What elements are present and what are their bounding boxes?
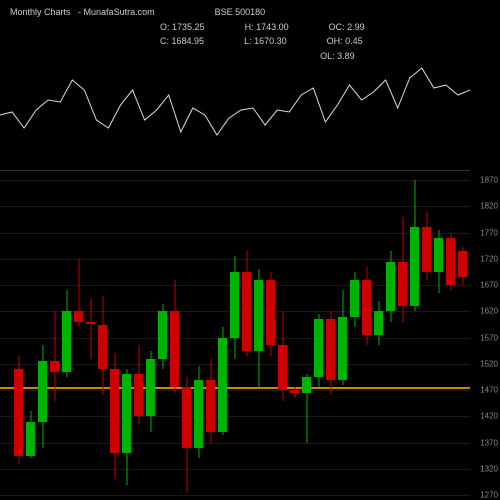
c-val: 1684.95	[172, 36, 205, 46]
oh-val: 0.45	[345, 36, 363, 46]
o-label: O:	[160, 22, 170, 32]
y-axis: 1870 1820 1770 1720 1670 1620 1570 1520 1470 1420…	[470, 175, 500, 495]
l-label: L:	[244, 36, 252, 46]
y-axis-label: 1520	[480, 359, 498, 368]
chart-top-border	[0, 170, 470, 171]
title-left: Monthly Charts	[10, 7, 71, 17]
y-axis-label: 1770	[480, 228, 498, 237]
y-axis-label: 1270	[480, 491, 498, 500]
gridline	[0, 443, 470, 444]
reference-line	[0, 387, 470, 389]
y-axis-label: 1620	[480, 307, 498, 316]
oh-label: OH:	[327, 36, 343, 46]
h-label: H:	[245, 22, 254, 32]
y-axis-label: 1420	[480, 412, 498, 421]
h-val: 1743.00	[256, 22, 289, 32]
oc-label: OC:	[329, 22, 345, 32]
y-axis-label: 1820	[480, 202, 498, 211]
gridline	[0, 469, 470, 470]
indicator-chart	[0, 50, 470, 160]
candlestick-chart	[0, 175, 470, 495]
y-axis-label: 1870	[480, 176, 498, 185]
y-axis-label: 1370	[480, 438, 498, 447]
gridline	[0, 495, 470, 496]
source: - MunafaSutra.com	[78, 7, 155, 17]
gridline	[0, 233, 470, 234]
symbol: BSE 500180	[215, 6, 266, 19]
gridline	[0, 206, 470, 207]
oc-val: 2.99	[347, 22, 365, 32]
l-val: 1670.30	[254, 36, 287, 46]
gridline	[0, 390, 470, 391]
gridline	[0, 180, 470, 181]
y-axis-label: 1720	[480, 254, 498, 263]
c-label: C:	[160, 36, 169, 46]
y-axis-label: 1570	[480, 333, 498, 342]
o-val: 1735.25	[172, 22, 205, 32]
gridline	[0, 416, 470, 417]
y-axis-label: 1470	[480, 386, 498, 395]
y-axis-label: 1670	[480, 281, 498, 290]
gridline	[0, 259, 470, 260]
y-axis-label: 1320	[480, 464, 498, 473]
